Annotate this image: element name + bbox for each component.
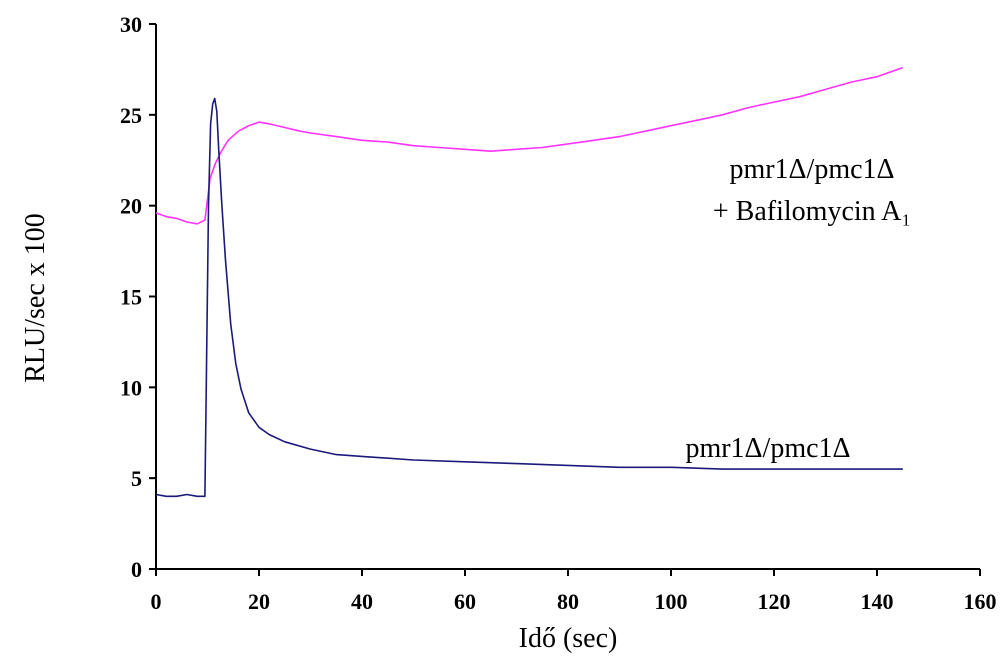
- x-ticks: 0 20 40 60 80 100 120 140 160: [151, 569, 997, 614]
- series-0-label-line-2: + Bafilomycin A₁: [713, 196, 911, 227]
- x-tick-label: 40: [351, 589, 373, 614]
- y-tick-label: 20: [120, 194, 142, 219]
- x-tick-label: 20: [248, 589, 270, 614]
- x-tick-label: 100: [655, 589, 688, 614]
- series-1-label-line-1: pmr1Δ/pmc1Δ: [685, 433, 850, 464]
- x-tick-label: 140: [861, 589, 894, 614]
- y-axis-title: RLU/sec x 100: [20, 213, 51, 383]
- y-ticks: 0 5 10 15 20 25 30: [120, 12, 156, 582]
- x-tick-label: 160: [964, 589, 997, 614]
- series-0-line: [155, 66, 904, 225]
- axes: [155, 24, 980, 570]
- y-tick-label: 0: [131, 557, 142, 582]
- series-group: [155, 66, 904, 498]
- x-tick-label: 60: [454, 589, 476, 614]
- y-tick-label: 15: [120, 285, 142, 310]
- x-axis-title: Idő (sec): [519, 623, 618, 654]
- y-tick-label: 10: [120, 375, 142, 400]
- x-tick-label: 0: [151, 589, 162, 614]
- y-tick-label: 5: [131, 466, 142, 491]
- y-tick-label: 30: [120, 12, 142, 37]
- x-tick-label: 120: [758, 589, 791, 614]
- series-1-line: [155, 97, 903, 498]
- y-tick-label: 25: [120, 103, 142, 128]
- series-0-label-line-1: pmr1Δ/pmc1Δ: [729, 154, 894, 185]
- x-tick-label: 80: [557, 589, 579, 614]
- series-labels: pmr1Δ/pmc1Δ + Bafilomycin A₁ pmr1Δ/pmc1Δ: [685, 154, 911, 464]
